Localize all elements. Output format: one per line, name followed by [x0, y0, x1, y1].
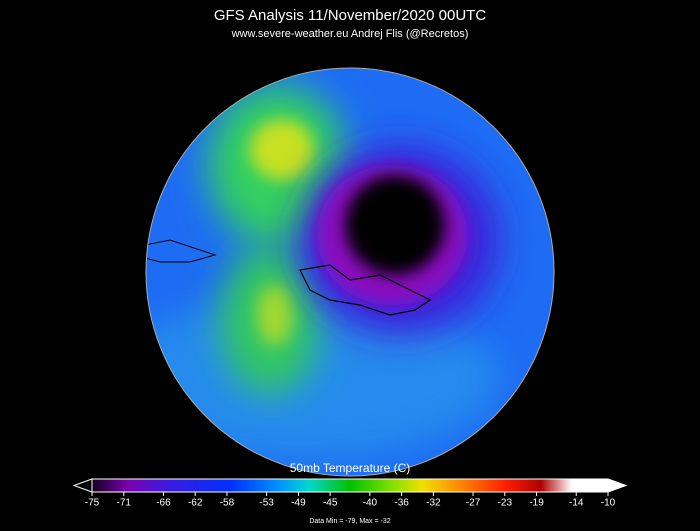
- colorbar-label: 50mb Temperature (C): [290, 461, 411, 475]
- colorbar-tick-label: -36: [394, 498, 409, 509]
- colorbar: [91, 478, 609, 493]
- title: GFS Analysis 11/November/2020 00UTC: [214, 7, 487, 24]
- colorbar-tick-label: -75: [85, 498, 100, 509]
- colorbar-tick-label: -45: [323, 498, 338, 509]
- colorbar-tick-label: -66: [156, 498, 171, 509]
- colorbar-tick-label: -62: [188, 498, 203, 509]
- colorbar-tick-label: -40: [363, 498, 378, 509]
- colorbar-tick-label: -19: [529, 498, 544, 509]
- colorbar-tick-label: -53: [259, 498, 274, 509]
- colorbar-tick-label: -10: [601, 498, 616, 509]
- colorbar-tick-label: -71: [117, 498, 132, 509]
- colorbar-tick-label: -27: [466, 498, 481, 509]
- globe-outline: [145, 67, 555, 477]
- colorbar-tick-label: -58: [220, 498, 235, 509]
- colorbar-tick-label: -32: [426, 498, 441, 509]
- colorbar-high-arrow: [607, 478, 628, 493]
- globe: [146, 68, 554, 476]
- colorbar-tick-label: -23: [498, 498, 513, 509]
- data-range-note: Data Min = -79, Max = -32: [309, 518, 390, 525]
- colorbar-tick-label: -49: [291, 498, 306, 509]
- colorbar-tick-label: -14: [569, 498, 584, 509]
- subtitle: www.severe-weather.eu Andrej Flis (@Recr…: [231, 28, 469, 40]
- colorbar-low-arrow: [72, 478, 93, 493]
